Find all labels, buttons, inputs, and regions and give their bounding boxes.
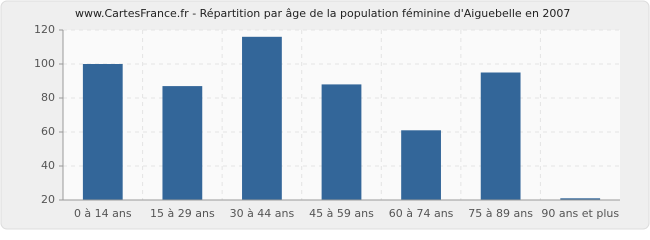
x-tick-label: 15 à 29 ans — [150, 207, 215, 220]
chart-title: www.CartesFrance.fr - Répartition par âg… — [75, 7, 570, 20]
bar — [82, 64, 123, 200]
x-tick-label: 0 à 14 ans — [74, 207, 132, 220]
x-tick-label: 30 à 44 ans — [230, 207, 295, 220]
bar — [401, 130, 441, 200]
x-tick-label: 45 à 59 ans — [309, 207, 374, 220]
chart: www.CartesFrance.fr - Répartition par âg… — [0, 0, 650, 230]
bar — [242, 36, 282, 200]
x-tick-label: 60 à 74 ans — [389, 207, 454, 220]
y-tick-label: 60 — [41, 125, 55, 138]
y-tick-label: 40 — [41, 159, 55, 172]
bar — [480, 72, 521, 200]
x-tick-label: 75 à 89 ans — [468, 207, 533, 220]
bar — [162, 86, 203, 200]
y-tick-label: 100 — [34, 57, 55, 70]
y-tick-label: 80 — [41, 91, 55, 104]
bar — [321, 84, 362, 200]
y-tick-label: 120 — [34, 23, 55, 36]
bar — [560, 198, 601, 200]
x-tick-label: 90 ans et plus — [541, 207, 619, 220]
y-tick-label: 20 — [41, 193, 55, 206]
